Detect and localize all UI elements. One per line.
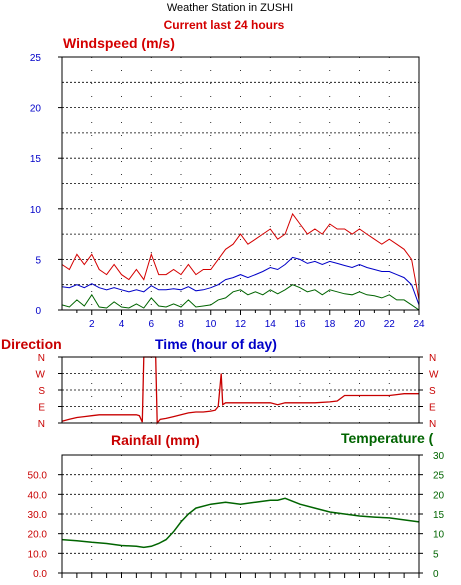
- wind-x-tick-label: 24: [413, 319, 425, 330]
- direction-y-tick-label-right: S: [429, 386, 436, 397]
- wind-y-tick-label: 20: [30, 104, 42, 115]
- wind-x-tick-label: 12: [235, 319, 247, 330]
- direction-y-tick-label: N: [38, 353, 45, 364]
- windspeed-y-ticks: 0 5 10 15 20 25: [30, 53, 62, 317]
- temperature-y-tick-label: 25: [433, 471, 445, 482]
- rainfall-y-tick-label: 10.0: [28, 549, 48, 560]
- time-axis-label: Time (hour of day): [155, 336, 277, 352]
- wind-x-tick-label: 16: [294, 319, 306, 330]
- windspeed-line-min: [61, 284, 420, 311]
- temperature-y-tick-label: 5: [433, 549, 439, 560]
- wind-x-tick-label: 6: [148, 319, 154, 330]
- direction-grid: [62, 357, 419, 423]
- temperature-y-tick-label: 30: [433, 451, 445, 462]
- direction-y-tick-label-right: N: [429, 353, 436, 364]
- rainfall-y-tick-label: 20.0: [28, 530, 48, 541]
- wind-y-tick-label: 15: [30, 154, 42, 165]
- direction-line: [61, 356, 419, 425]
- rainfall-y-tick-label: 0.0: [33, 569, 47, 580]
- temperature-y-tick-label: 20: [433, 490, 445, 501]
- direction-y-tick-label-right: E: [429, 403, 436, 414]
- windspeed-line-avg: [61, 256, 420, 306]
- wind-x-tick-label: 8: [178, 319, 184, 330]
- rainfall-title: Rainfall (mm): [111, 432, 200, 448]
- wind-y-tick-label: 25: [30, 53, 42, 64]
- wind-x-tick-label: 2: [89, 319, 95, 330]
- temperature-series: [61, 497, 420, 549]
- temperature-y-tick-label: 10: [433, 530, 445, 541]
- wind-y-tick-label: 5: [35, 255, 41, 266]
- temperature-y-tick-label: 0: [433, 569, 439, 580]
- windspeed-line-max: [61, 212, 420, 300]
- direction-y-tick-label: W: [36, 370, 46, 381]
- direction-y-tick-label: E: [38, 403, 45, 414]
- rainfall-y-tick-label: 40.0: [28, 490, 48, 501]
- temperature-x-minor-ticks: [61, 573, 420, 578]
- direction-y-tick-label-right: N: [429, 419, 436, 430]
- period-subtitle: Current last 24 hours: [164, 18, 285, 32]
- direction-y-tick-label: N: [38, 419, 45, 430]
- direction-y-tick-label-right: W: [429, 370, 439, 381]
- temperature-y-ticks: 0 5 10 15 20 25 30: [419, 451, 445, 580]
- wind-x-tick-label: 22: [384, 319, 396, 330]
- wind-x-tick-label: 20: [354, 319, 366, 330]
- temperature-grid: [62, 455, 419, 573]
- windspeed-grid: [62, 57, 419, 310]
- wind-x-tick-label: 4: [119, 319, 125, 330]
- rainfall-y-tick-label: 50.0: [28, 471, 48, 482]
- wind-x-tick-label: 10: [205, 319, 217, 330]
- rainfall-y-tick-label: 30.0: [28, 510, 48, 521]
- windspeed-title: Windspeed (m/s): [63, 35, 175, 51]
- windspeed-series: [61, 212, 420, 311]
- direction-title: Direction: [1, 336, 62, 352]
- direction-y-tick-label: S: [38, 386, 45, 397]
- station-title: Weather Station in ZUSHI: [167, 2, 293, 14]
- windspeed-x-ticks: 2 4 6 8 10 12 14 16 18 20 22 24: [76, 310, 425, 330]
- temperature-title: Temperature (: [341, 430, 434, 446]
- wind-x-tick-label: 18: [324, 319, 336, 330]
- rainfall-y-ticks: 0.0 10.0 20.0 30.0 40.0 50.0: [28, 471, 62, 580]
- temperature-y-tick-label: 15: [433, 510, 445, 521]
- wind-x-tick-label: 14: [265, 319, 277, 330]
- temperature-line: [61, 497, 420, 549]
- direction-series: [61, 356, 419, 425]
- wind-y-tick-label: 10: [30, 205, 42, 216]
- wind-y-tick-label: 0: [35, 306, 41, 317]
